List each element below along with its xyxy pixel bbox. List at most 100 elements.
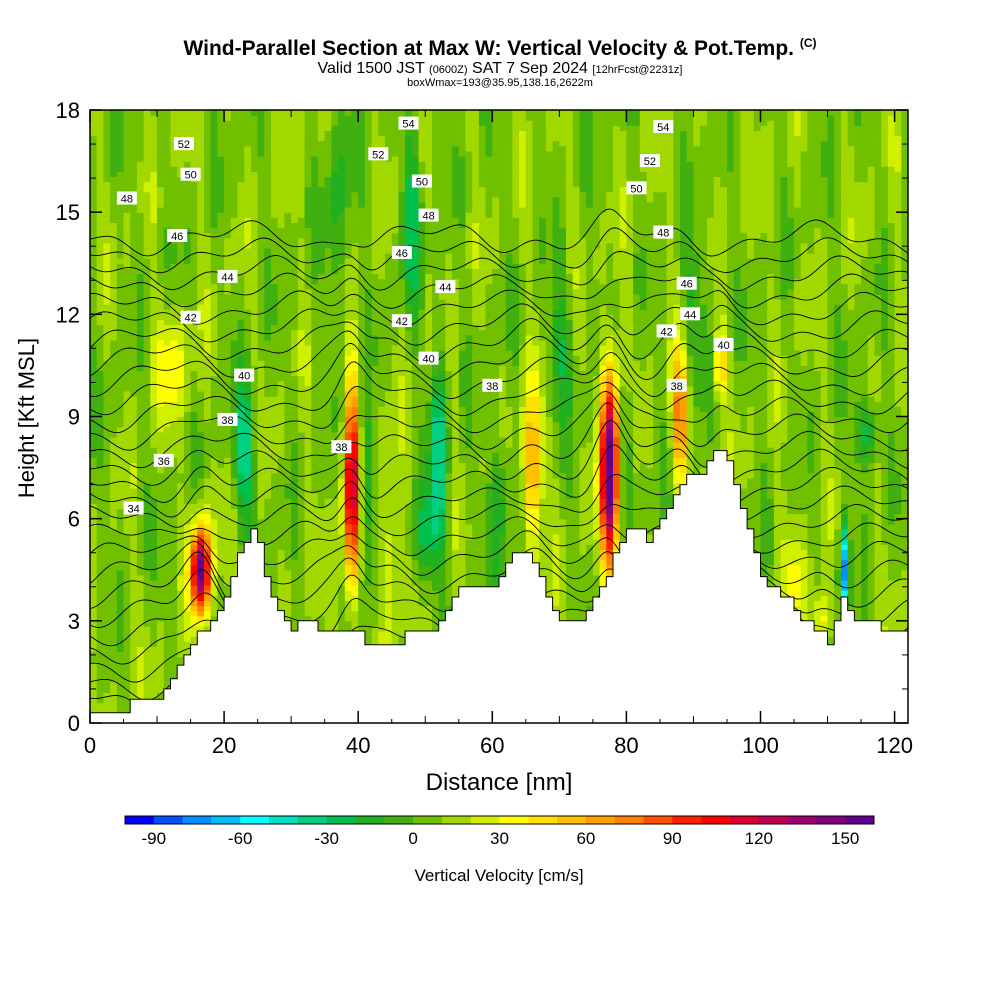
velocity-cell [284, 253, 292, 259]
velocity-cell [90, 329, 98, 336]
velocity-cell [143, 457, 151, 464]
velocity-cell [338, 135, 346, 142]
velocity-cell [116, 350, 125, 356]
velocity-cell [250, 212, 259, 218]
velocity-cell [204, 345, 212, 351]
velocity-cell [110, 232, 118, 239]
velocity-cell [183, 150, 192, 157]
velocity-cell [177, 329, 185, 336]
velocity-cell [123, 161, 131, 167]
velocity-cell [143, 431, 151, 438]
velocity-cell [143, 140, 151, 147]
velocity-cell [271, 283, 279, 290]
velocity-cell [197, 625, 205, 632]
velocity-cell [224, 457, 232, 464]
velocity-cell [163, 651, 172, 658]
velocity-cell [204, 534, 212, 540]
velocity-cell [150, 370, 158, 377]
velocity-cell [183, 263, 192, 269]
velocity-cell [324, 544, 332, 550]
velocity-cell [324, 186, 332, 193]
velocity-cell [130, 442, 138, 448]
velocity-cell [130, 682, 138, 688]
velocity-cell [230, 350, 239, 356]
velocity-cell [351, 324, 359, 331]
velocity-cell [250, 232, 259, 239]
velocity-cell [237, 166, 245, 172]
velocity-cell [264, 457, 272, 464]
velocity-cell [163, 544, 172, 550]
velocity-cell [291, 304, 299, 310]
velocity-cell [204, 150, 212, 157]
velocity-cell [344, 523, 353, 530]
velocity-cell [157, 610, 165, 617]
velocity-cell [324, 508, 332, 515]
velocity-cell [331, 166, 339, 172]
velocity-cell [277, 181, 285, 188]
velocity-cell [297, 191, 306, 198]
velocity-cell [264, 161, 272, 167]
velocity-cell [96, 135, 104, 142]
velocity-cell [210, 554, 218, 561]
velocity-cell [364, 493, 373, 499]
velocity-cell [90, 707, 98, 714]
velocity-cell [291, 375, 299, 382]
velocity-cell [136, 355, 145, 361]
velocity-cell [351, 539, 359, 545]
velocity-cell [123, 692, 131, 699]
velocity-cell [177, 125, 185, 131]
velocity-cell [197, 227, 205, 234]
velocity-cell [157, 304, 165, 310]
velocity-cell [271, 569, 279, 576]
velocity-cell [197, 482, 205, 489]
velocity-cell [311, 431, 319, 438]
velocity-cell [116, 181, 125, 188]
velocity-cell [190, 156, 198, 162]
velocity-cell [177, 324, 185, 331]
velocity-cell [331, 528, 339, 535]
velocity-cell [183, 503, 192, 509]
velocity-cell [271, 431, 279, 438]
velocity-cell [318, 462, 326, 469]
velocity-cell [244, 145, 252, 152]
velocity-cell [130, 687, 138, 693]
velocity-cell [123, 707, 131, 714]
velocity-cell [170, 452, 178, 458]
velocity-cell [291, 125, 299, 131]
velocity-cell [291, 293, 299, 300]
velocity-cell [250, 421, 259, 428]
velocity-cell [204, 549, 212, 555]
velocity-cell [90, 702, 98, 709]
velocity-cell [217, 334, 225, 341]
velocity-cell [103, 125, 111, 131]
velocity-cell [204, 431, 212, 438]
velocity-cell [324, 171, 332, 177]
velocity-cell [136, 237, 145, 244]
velocity-cell [244, 319, 252, 326]
velocity-cell [136, 242, 145, 249]
velocity-cell [324, 278, 332, 285]
velocity-cell [338, 115, 346, 121]
velocity-cell [264, 110, 272, 116]
velocity-cell [103, 457, 111, 464]
velocity-cell [170, 671, 178, 678]
velocity-cell [331, 145, 339, 152]
velocity-cell [116, 396, 125, 402]
velocity-cell [116, 452, 125, 458]
velocity-cell [123, 186, 131, 193]
velocity-cell [130, 329, 138, 336]
velocity-cell [331, 181, 339, 188]
velocity-cell [344, 416, 353, 423]
velocity-cell [123, 263, 131, 269]
velocity-cell [110, 166, 118, 172]
velocity-cell [190, 467, 198, 474]
velocity-cell [96, 293, 104, 300]
velocity-cell [297, 554, 306, 561]
velocity-cell [177, 355, 185, 361]
velocity-cell [250, 406, 259, 412]
velocity-cell [257, 293, 265, 300]
velocity-cell [177, 299, 185, 305]
velocity-cell [130, 457, 138, 464]
velocity-cell [116, 324, 125, 331]
